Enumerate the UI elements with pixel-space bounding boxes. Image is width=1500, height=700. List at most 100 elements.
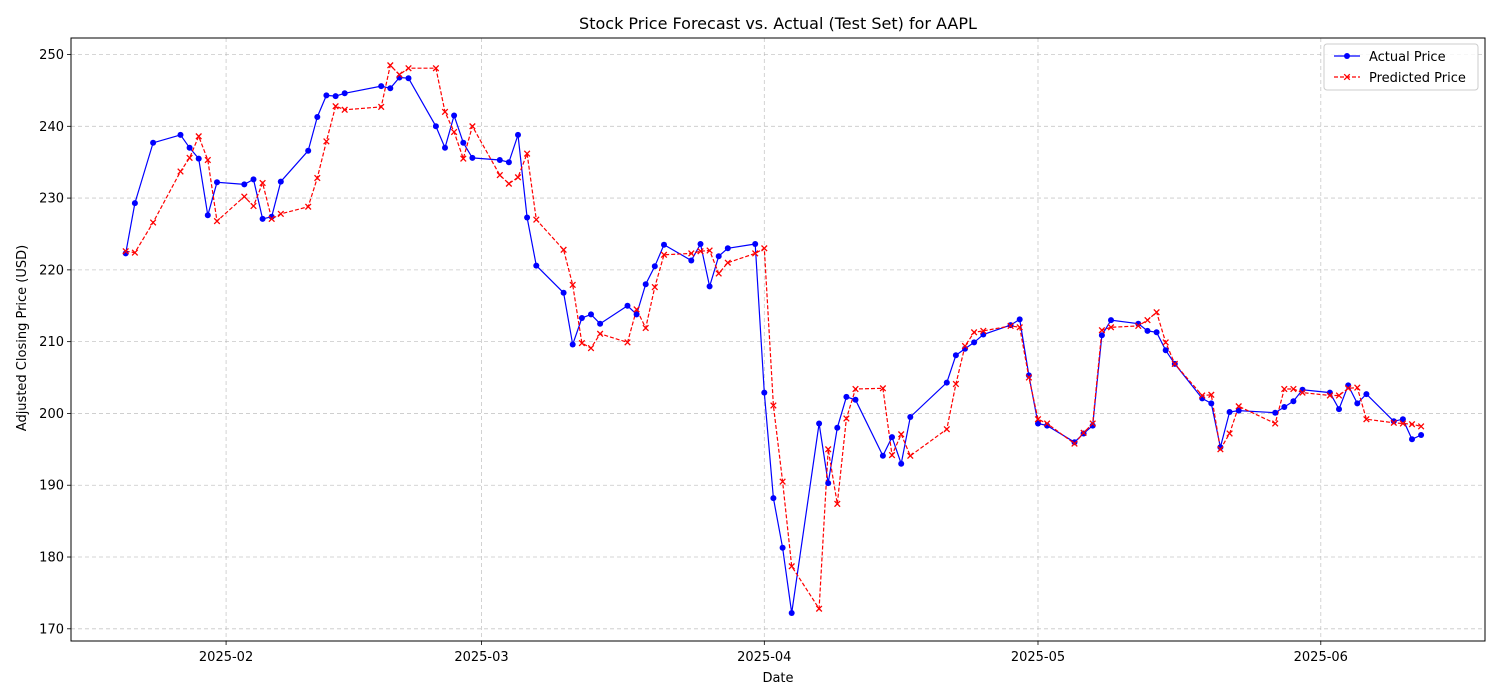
predicted-price-point — [1144, 316, 1151, 324]
predicted-price-point — [304, 203, 312, 210]
actual-price-point — [1071, 439, 1078, 446]
predicted-price-point — [1153, 308, 1160, 316]
y-tick-label: 190 — [39, 479, 64, 494]
predicted-price-point — [651, 283, 659, 291]
predicted-price-point — [396, 71, 403, 78]
predicted-price-point — [834, 500, 841, 508]
predicted-price-point — [633, 306, 640, 313]
predicted-price-point — [1043, 420, 1051, 427]
predicted-price-point — [514, 174, 522, 181]
predicted-price-point — [788, 563, 795, 570]
predicted-price-point — [1217, 446, 1224, 453]
actual-price-point — [852, 396, 859, 403]
y-axis-title: Adjusted Closing Price (USD) — [15, 245, 30, 431]
actual-price-point — [1418, 432, 1425, 438]
actual-price-point — [314, 114, 321, 120]
predicted-price-point — [1408, 420, 1416, 428]
predicted-price-point — [824, 446, 832, 453]
predicted-price-point — [250, 202, 257, 210]
actual-price-point — [1144, 327, 1151, 334]
predicted-price-line — [125, 64, 1422, 611]
actual-price-point — [588, 311, 594, 318]
predicted-price-point — [578, 339, 586, 347]
actual-price-point — [1108, 317, 1114, 324]
predicted-price-point — [450, 128, 458, 136]
actual-price-point — [715, 253, 722, 260]
actual-price-point — [624, 302, 631, 309]
predicted-price-point — [1007, 322, 1014, 330]
predicted-price-point — [377, 103, 385, 111]
actual-price-point — [378, 83, 385, 90]
predicted-price-point — [1399, 420, 1407, 427]
predicted-price-point — [1025, 374, 1033, 381]
predicted-price-point — [1417, 423, 1425, 430]
actual-price-point — [761, 389, 768, 396]
predicted-price-point — [1299, 389, 1306, 396]
actual-price-point — [533, 262, 540, 269]
predicted-price-point — [341, 106, 348, 114]
predicted-price-point — [277, 210, 285, 218]
predicted-price-point — [569, 281, 576, 289]
actual-price-point — [305, 147, 312, 154]
actual-price-point — [889, 434, 895, 441]
predicted-price-point — [441, 108, 449, 116]
predicted-price-point — [1098, 326, 1106, 334]
actual-price-point — [259, 215, 266, 222]
actual-price-point — [724, 245, 731, 252]
predicted-price-point — [697, 247, 704, 255]
actual-price-point — [195, 155, 202, 162]
y-tick-label: 210 — [39, 335, 64, 350]
actual-price-point — [460, 139, 467, 146]
actual-price-point — [442, 144, 448, 151]
actual-price-point — [952, 352, 959, 359]
predicted-price-point — [1171, 360, 1179, 368]
predicted-price-point — [1198, 392, 1206, 399]
actual-price-point — [706, 283, 713, 290]
actual-price-point — [241, 181, 248, 188]
actual-price-point — [204, 212, 211, 219]
predicted-price-point — [177, 168, 184, 175]
legend-predicted-marker — [1343, 73, 1351, 81]
legend-box — [1323, 43, 1479, 91]
predicted-price-point — [587, 344, 595, 352]
predicted-price-point — [314, 174, 321, 182]
actual-price-point — [816, 420, 823, 427]
predicted-price-point — [186, 154, 193, 162]
actual-price-point — [578, 315, 585, 321]
predicted-price-point — [213, 217, 221, 225]
y-tick-label: 170 — [39, 622, 64, 637]
predicted-price-point — [852, 385, 859, 393]
predicted-price-point — [122, 247, 129, 255]
predicted-price-point — [706, 247, 713, 254]
actual-price-point — [597, 320, 604, 327]
plot-area — [70, 37, 1486, 642]
actual-price-point — [332, 93, 339, 100]
predicted-price-point — [1335, 392, 1343, 399]
predicted-price-point — [405, 64, 412, 72]
predicted-price-point — [1016, 324, 1023, 331]
predicted-price-point — [596, 330, 604, 338]
actual-price-point — [1290, 398, 1297, 405]
actual-price-point — [752, 241, 759, 247]
y-tick-label: 200 — [39, 407, 64, 422]
x-axis: 2025-02 2025-03 2025-04 2025-05 2025-06 — [199, 641, 1348, 665]
predicted-price-point — [1326, 392, 1334, 399]
predicted-price-point — [1344, 385, 1352, 392]
legend-actual-label: Actual Price — [1369, 50, 1446, 65]
legend-predicted-label: Predicted Price — [1369, 71, 1466, 86]
predicted-price-point — [843, 415, 850, 422]
actual-price-point — [779, 544, 786, 551]
actual-price-point — [1208, 400, 1215, 407]
predicted-price-point — [1162, 339, 1169, 346]
x-tick-label: 2025-03 — [454, 650, 508, 665]
predicted-price-point — [460, 155, 467, 162]
predicted-price-point — [943, 425, 951, 433]
predicted-price-point — [259, 179, 266, 187]
predicted-price-point — [560, 246, 567, 254]
predicted-price-point — [1135, 322, 1142, 330]
actual-price-point — [971, 339, 978, 346]
predicted-price-point — [1034, 415, 1042, 423]
actual-price-point — [214, 179, 220, 186]
predicted-price-point — [724, 259, 732, 266]
